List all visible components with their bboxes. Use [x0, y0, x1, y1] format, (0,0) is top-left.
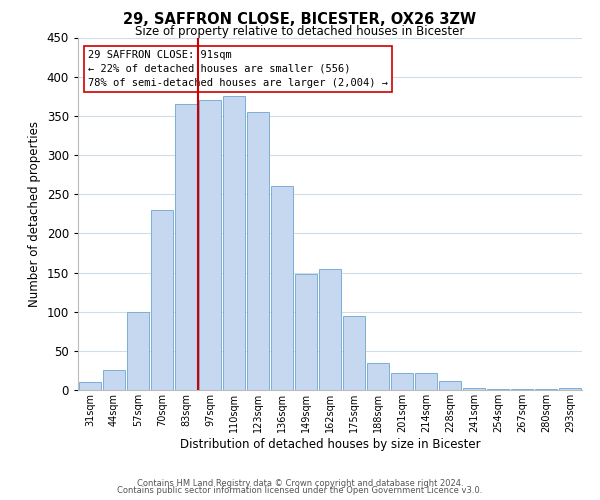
Bar [511, 389, 533, 390]
Bar [415, 373, 437, 390]
Text: Size of property relative to detached houses in Bicester: Size of property relative to detached ho… [136, 25, 464, 38]
Bar [271, 186, 293, 390]
Bar [127, 312, 149, 390]
Y-axis label: Number of detached properties: Number of detached properties [28, 120, 41, 306]
Bar [439, 382, 461, 390]
Bar [487, 389, 509, 390]
Bar [535, 389, 557, 390]
Bar [295, 274, 317, 390]
Bar [199, 100, 221, 390]
Bar [103, 370, 125, 390]
Bar [319, 268, 341, 390]
Bar [343, 316, 365, 390]
Bar [463, 388, 485, 390]
X-axis label: Distribution of detached houses by size in Bicester: Distribution of detached houses by size … [179, 438, 481, 450]
Text: 29, SAFFRON CLOSE, BICESTER, OX26 3ZW: 29, SAFFRON CLOSE, BICESTER, OX26 3ZW [124, 12, 476, 28]
Bar [367, 362, 389, 390]
Text: 29 SAFFRON CLOSE: 91sqm
← 22% of detached houses are smaller (556)
78% of semi-d: 29 SAFFRON CLOSE: 91sqm ← 22% of detache… [88, 50, 388, 88]
Bar [223, 96, 245, 390]
Bar [175, 104, 197, 390]
Bar [79, 382, 101, 390]
Bar [151, 210, 173, 390]
Bar [247, 112, 269, 390]
Text: Contains public sector information licensed under the Open Government Licence v3: Contains public sector information licen… [118, 486, 482, 495]
Text: Contains HM Land Registry data © Crown copyright and database right 2024.: Contains HM Land Registry data © Crown c… [137, 478, 463, 488]
Bar [391, 373, 413, 390]
Bar [559, 388, 581, 390]
